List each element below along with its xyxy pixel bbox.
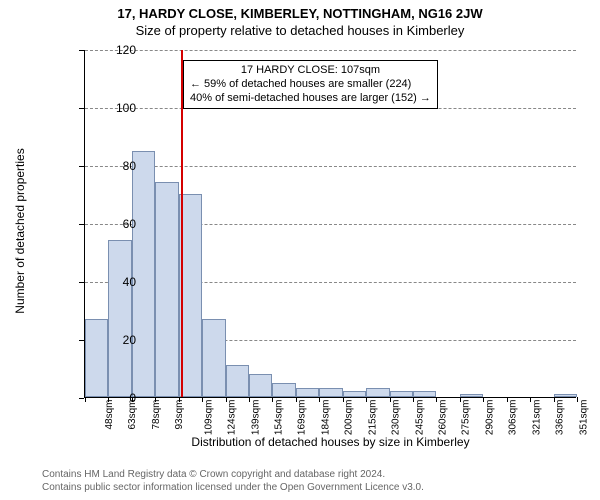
x-tick-label: 124sqm [227,400,238,436]
x-tick-mark [343,397,344,402]
histogram-bar [554,394,577,397]
x-tick-label: 230sqm [391,400,402,436]
x-tick-label: 154sqm [274,400,285,436]
histogram-bar [226,365,249,397]
x-tick-label: 200sqm [344,400,355,436]
x-tick-mark [460,397,461,402]
y-tick-mark [79,340,84,341]
footer-line-1: Contains HM Land Registry data © Crown c… [42,469,424,482]
y-tick-mark [79,282,84,283]
y-tick-label: 80 [94,159,136,173]
histogram-bar [343,391,366,397]
histogram-bar [155,182,178,397]
chart-header: 17, HARDY CLOSE, KIMBERLEY, NOTTINGHAM, … [0,0,600,38]
x-tick-mark [85,397,86,402]
histogram-bar [272,383,295,398]
histogram-bar [132,151,155,398]
footer-line-2: Contains public sector information licen… [42,482,424,495]
x-tick-label: 215sqm [367,400,378,436]
x-tick-mark [483,397,484,402]
y-tick-mark [79,224,84,225]
y-tick-mark [79,166,84,167]
x-tick-mark [202,397,203,402]
x-tick-label: 336sqm [555,400,566,436]
x-tick-mark [155,397,156,402]
plot-area: Distribution of detached houses by size … [84,50,576,398]
x-axis-label: Distribution of detached houses by size … [191,435,469,449]
chart-container: Number of detached properties Distributi… [30,50,580,430]
x-tick-label: 184sqm [320,400,331,436]
attribution-footer: Contains HM Land Registry data © Crown c… [42,469,424,494]
x-tick-label: 169sqm [297,400,308,436]
x-tick-mark [249,397,250,402]
x-tick-label: 109sqm [203,400,214,436]
y-tick-mark [79,398,84,399]
y-tick-label: 100 [94,101,136,115]
histogram-bar [319,388,342,397]
callout-headline: 17 HARDY CLOSE: 107sqm [190,64,431,78]
histogram-bar [390,391,413,397]
callout-larger-line: 40% of semi-detached houses are larger (… [190,92,431,106]
y-axis-label: Number of detached properties [13,148,27,313]
y-tick-label: 20 [94,333,136,347]
y-tick-label: 120 [94,43,136,57]
property-callout: 17 HARDY CLOSE: 107sqm← 59% of detached … [183,60,438,109]
callout-smaller-line: ← 59% of detached houses are smaller (22… [190,78,431,92]
histogram-bar [460,394,483,397]
y-tick-label: 0 [94,391,136,405]
y-tick-mark [79,108,84,109]
x-tick-mark [436,397,437,402]
x-tick-label: 321sqm [531,400,542,436]
histogram-bar [296,388,319,397]
x-tick-mark [390,397,391,402]
x-tick-label: 275sqm [461,400,472,436]
x-tick-mark [366,397,367,402]
x-tick-label: 139sqm [250,400,261,436]
y-tick-label: 40 [94,275,136,289]
histogram-bar [413,391,436,397]
x-tick-mark [226,397,227,402]
y-gridline [85,166,576,167]
x-tick-label: 260sqm [438,400,449,436]
x-tick-label: 78sqm [151,400,162,430]
x-tick-mark [507,397,508,402]
histogram-bar [249,374,272,397]
x-tick-mark [319,397,320,402]
title-sub: Size of property relative to detached ho… [0,23,600,38]
histogram-bar [202,319,225,397]
histogram-bar [108,240,131,397]
x-tick-label: 93sqm [174,400,185,430]
x-tick-label: 351sqm [578,400,589,436]
x-tick-mark [530,397,531,402]
x-tick-mark [296,397,297,402]
y-gridline [85,50,576,51]
y-tick-mark [79,50,84,51]
histogram-bar [85,319,108,397]
x-tick-mark [554,397,555,402]
x-tick-label: 306sqm [508,400,519,436]
histogram-bar [366,388,389,397]
x-tick-mark [413,397,414,402]
x-tick-label: 245sqm [414,400,425,436]
x-tick-mark [179,397,180,402]
y-tick-label: 60 [94,217,136,231]
x-tick-mark [577,397,578,402]
x-tick-mark [272,397,273,402]
x-tick-label: 290sqm [484,400,495,436]
title-main: 17, HARDY CLOSE, KIMBERLEY, NOTTINGHAM, … [0,6,600,21]
